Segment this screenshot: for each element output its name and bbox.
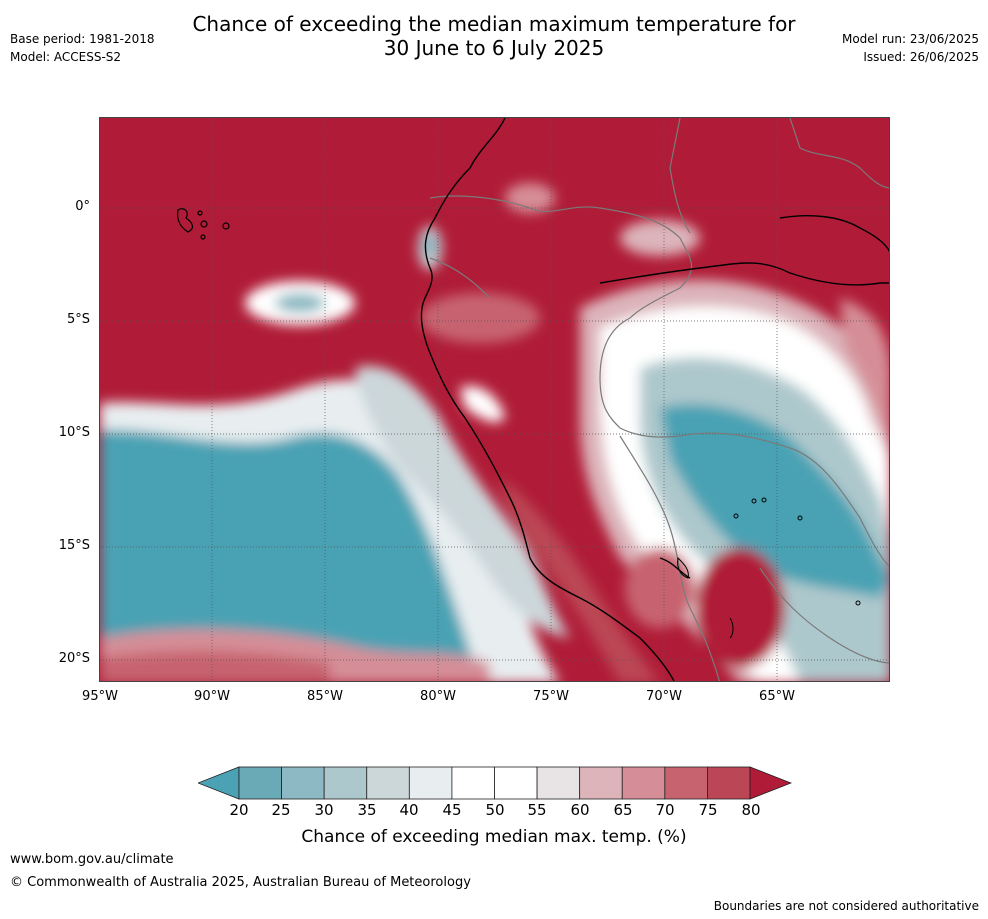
colorbar-tick-70: 70: [655, 801, 675, 819]
probability-field: [100, 183, 889, 681]
colorbar-cell: [408, 766, 453, 800]
country-borders: [429, 118, 889, 681]
colorbar-cell: [621, 766, 666, 800]
meta-right: Model run: 23/06/2025 Issued: 26/06/2025: [842, 30, 979, 66]
lat-label-15s: 15°S: [58, 538, 90, 553]
meta-left: Base period: 1981-2018 Model: ACCESS-S2: [10, 30, 155, 66]
lon-label-65w: 65°W: [759, 689, 795, 704]
colorbar-tick-20: 20: [229, 801, 249, 819]
lon-label-85w: 85°W: [307, 689, 343, 704]
colorbar-tick-45: 45: [442, 801, 462, 819]
colorbar-cell: [536, 766, 581, 800]
footer-note: Boundaries are not considered authoritat…: [713, 899, 979, 913]
colorbar-cells: [238, 766, 751, 800]
colorbar-tick-65: 65: [613, 801, 633, 819]
colorbar-low-extension: [198, 766, 240, 800]
colorbar-tick-40: 40: [399, 801, 419, 819]
graticule: [100, 118, 889, 681]
colorbar: [198, 766, 792, 800]
colorbar-tick-80: 80: [741, 801, 761, 819]
footer-url: www.bom.gov.au/climate: [10, 852, 174, 867]
lon-label-90w: 90°W: [194, 689, 230, 704]
chart-title: Chance of exceeding the median maximum t…: [0, 12, 988, 60]
map-svg: [100, 118, 889, 681]
colorbar-tick-60: 60: [570, 801, 590, 819]
colorbar-title: Chance of exceeding median max. temp. (%…: [301, 827, 687, 847]
colorbar-tick-75: 75: [698, 801, 718, 819]
title-line-2: 30 June to 6 July 2025: [383, 36, 605, 60]
colorbar-tick-55: 55: [527, 801, 547, 819]
colorbar-cell: [664, 766, 708, 800]
lon-label-70w: 70°W: [646, 689, 682, 704]
lon-label-75w: 75°W: [533, 689, 569, 704]
colorbar-cell: [323, 766, 368, 800]
colorbar-cell: [451, 766, 495, 800]
colorbar-cell: [281, 766, 325, 800]
lakes: [677, 497, 861, 639]
lat-label-20s: 20°S: [58, 651, 90, 666]
lat-label-10s: 10°S: [58, 425, 90, 440]
lon-label-95w: 95°W: [82, 689, 118, 704]
base-period: Base period: 1981-2018: [10, 32, 155, 46]
colorbar-cell: [707, 766, 751, 800]
colorbar-tick-25: 25: [271, 801, 291, 819]
coastlines: [420, 118, 889, 681]
lon-label-80w: 80°W: [420, 689, 456, 704]
map-panel: [99, 117, 890, 682]
colorbar-tick-35: 35: [357, 801, 377, 819]
colorbar-cell: [494, 766, 538, 800]
lat-label-0: 0°: [75, 199, 90, 214]
colorbar-cell: [579, 766, 623, 800]
title-line-1: Chance of exceeding the median maximum t…: [192, 12, 796, 36]
issued-date: Issued: 26/06/2025: [863, 50, 979, 64]
footer-copyright: © Commonwealth of Australia 2025, Austra…: [10, 875, 471, 890]
colorbar-tick-50: 50: [485, 801, 505, 819]
colorbar-high-extension: [749, 766, 792, 800]
model-name: Model: ACCESS-S2: [10, 50, 122, 64]
colorbar-cell: [238, 766, 282, 800]
lat-label-5s: 5°S: [66, 312, 90, 327]
galapagos-islands: [177, 208, 230, 240]
colorbar-tick-30: 30: [314, 801, 334, 819]
colorbar-cell: [366, 766, 410, 800]
model-run: Model run: 23/06/2025: [841, 32, 979, 46]
